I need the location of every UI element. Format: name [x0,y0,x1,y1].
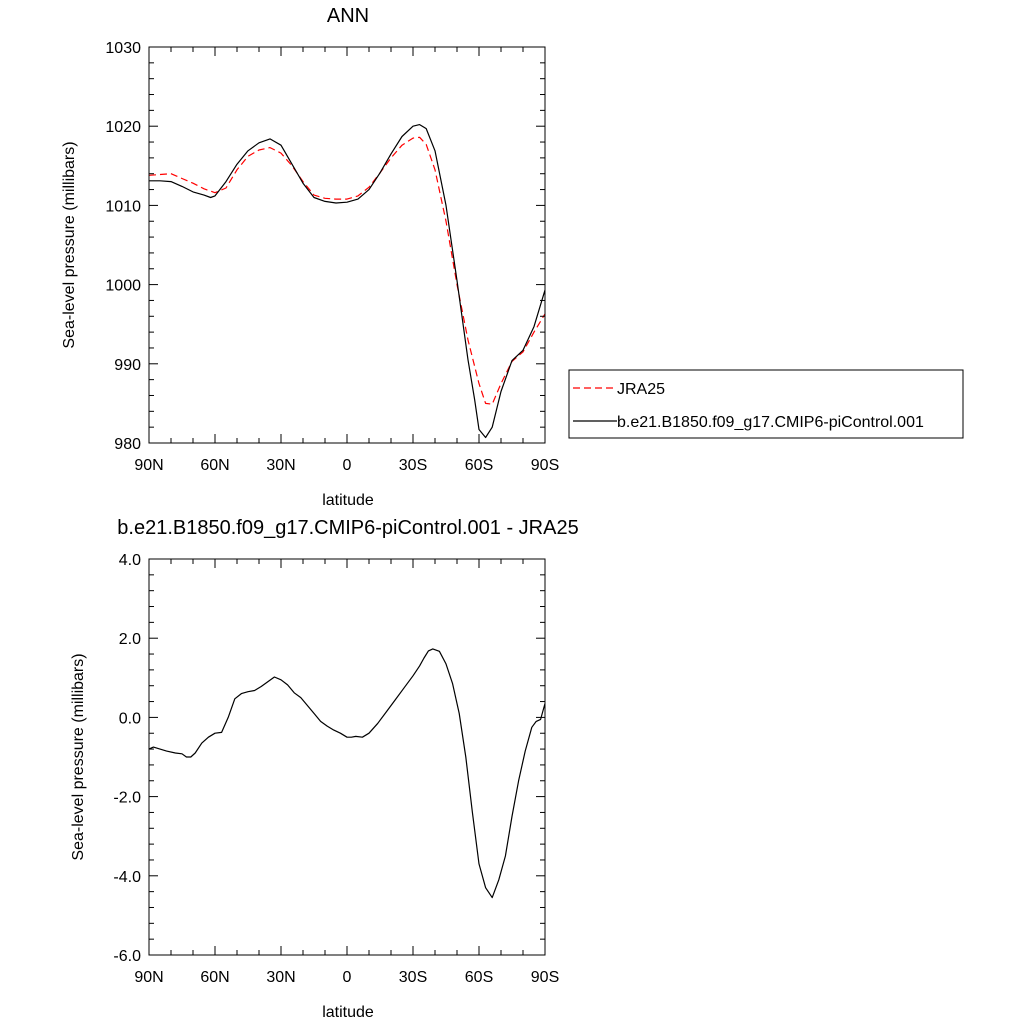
top-y-tick-label: 1010 [105,198,141,215]
bottom-y-tick-label: -2.0 [113,790,141,807]
series-line-1 [148,136,546,405]
bottom-x-tick-label: 90S [531,969,559,986]
top-x-axis-label: latitude [322,492,374,509]
top-tick-marks [148,46,546,444]
legend-label-model: b.e21.B1850.f09_g17.CMIP6-piControl.001 [617,414,924,431]
top-plot-frame [148,46,546,444]
top-x-tick-label: 60N [200,457,229,474]
bottom-data-lines [148,648,546,899]
top-x-tick-label: 60S [465,457,493,474]
bottom-y-tick-label: 4.0 [119,552,141,569]
top-data-lines [148,124,546,439]
top-y-axis-label: Sea-level pressure (millibars) [61,141,78,348]
bottom-y-tick-label: -6.0 [113,948,141,965]
top-x-tick-label: 30S [399,457,427,474]
bottom-x-tick-label: 60S [465,969,493,986]
top-y-tick-label: 1000 [105,278,141,295]
bottom-x-tick-label: 60N [200,969,229,986]
top-chart-title: ANN [327,5,369,27]
series-line-2 [149,124,546,439]
top-y-tick-label: 990 [114,357,141,374]
bottom-y-axis-label: Sea-level pressure (millibars) [70,653,87,860]
legend-box [568,369,964,439]
bottom-x-tick-label: 90N [134,969,163,986]
panel-bottom: b.e21.B1850.f09_g17.CMIP6-piControl.001 … [70,517,579,1021]
bottom-y-tick-label: 0.0 [119,710,141,727]
top-x-tick-label: 90S [531,457,559,474]
bottom-y-tick-label: 2.0 [119,631,141,648]
bottom-x-tick-label: 30S [399,969,427,986]
top-y-tick-label: 980 [114,436,141,453]
top-y-tick-label: 1020 [105,119,141,136]
legend-label-jra25: JRA25 [617,381,665,398]
top-x-tick-label: 30N [266,457,295,474]
top-x-tick-label: 0 [343,457,352,474]
bottom-plot-frame [148,558,546,956]
bottom-x-tick-label: 30N [266,969,295,986]
top-y-tick-label: 1030 [105,40,141,57]
bottom-tick-marks [148,558,546,956]
bottom-y-tick-label: -4.0 [113,869,141,886]
panel-top: ANN 980 990 1000 1010 1020 1030 90N 60N … [61,5,964,509]
bottom-chart-title: b.e21.B1850.f09_g17.CMIP6-piControl.001 … [117,517,578,539]
bottom-x-axis-label: latitude [322,1004,374,1021]
series-line-1 [148,648,546,899]
top-x-tick-label: 90N [134,457,163,474]
legend: JRA25 b.e21.B1850.f09_g17.CMIP6-piContro… [568,369,964,439]
bottom-x-tick-label: 0 [343,969,352,986]
